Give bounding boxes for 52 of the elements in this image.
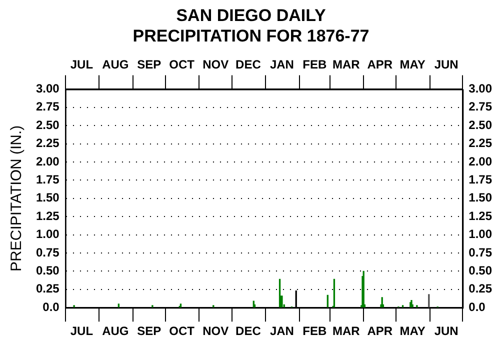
y2-tick-label: 0.75 [468,245,492,260]
y-tick-label: 1.25 [36,208,60,223]
x-tick-label: JUL [70,57,94,72]
x2-tick-label: APR [367,324,393,338]
x-tick-label: DEC [236,57,262,72]
x2-tick-label: NOV [202,324,229,338]
y-tick-label: 2.50 [36,118,60,132]
x2-tick-label: JUL [70,324,94,338]
y-tick-label: 1.50 [36,190,60,205]
x2-tick-label: AUG [102,324,129,338]
y-tick-label: 1.00 [36,227,60,242]
y-tick-label: 0.50 [36,264,60,278]
y-tick-label: 0.75 [36,245,60,260]
y2-tick-label: 1.25 [468,208,492,223]
y2-tick-label: 1.00 [468,227,492,242]
x-tick-label: MAR [332,57,360,72]
y2-tick-label: 2.75 [468,100,492,114]
x-tick-label: APR [367,57,393,72]
x-tick-label: AUG [102,57,129,72]
x2-tick-label: JUN [434,324,458,338]
x-tick-label: JAN [270,57,294,72]
y-axis-title: PRECIPITATION (IN.) [8,125,26,272]
x2-tick-label: DEC [236,324,262,338]
y-tick-label: 3.00 [36,82,60,96]
x2-tick-label: FEB [302,324,327,338]
x2-tick-label: JAN [270,324,294,338]
y2-tick-label: 2.00 [468,154,492,168]
x-tick-label: JUN [434,57,458,72]
y2-tick-label: 2.25 [468,136,492,150]
x-tick-label: SEP [137,57,162,72]
x-tick-label: FEB [302,57,327,72]
y2-tick-label: 2.50 [468,118,492,132]
y2-tick-label: 1.50 [468,190,492,205]
y-tick-label: 0.25 [36,282,60,296]
x2-tick-label: SEP [137,324,162,338]
y-tick-label: 1.75 [36,172,60,187]
y-tick-label: 2.00 [36,154,60,168]
x2-tick-label: MAR [332,324,360,338]
y2-tick-label: 0.50 [468,264,492,278]
y2-tick-label: 1.75 [468,172,492,187]
chart-title: SAN DIEGO DAILY PRECIPITATION FOR 1876-77 [132,6,370,46]
y2-tick-label: 3.00 [468,82,492,96]
x-tick-label: MAY [400,57,426,72]
x2-tick-label: MAY [400,324,426,338]
y2-tick-label: 0.0 [468,300,486,314]
x-tick-label: OCT [169,57,196,72]
y-tick-label: 2.75 [36,100,60,114]
x2-tick-label: OCT [169,324,196,338]
x-tick-label: NOV [202,57,229,72]
y-tick-label: 0.0 [42,300,60,314]
y2-tick-label: 0.25 [468,282,492,296]
y-tick-label: 2.25 [36,136,60,150]
